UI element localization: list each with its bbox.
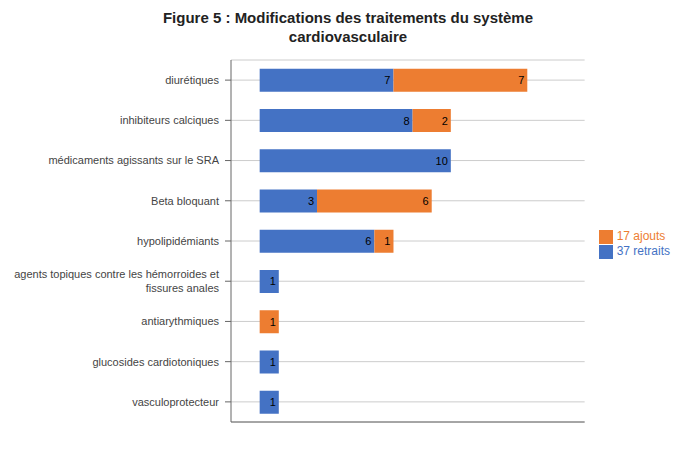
svg-text:3: 3 bbox=[308, 195, 314, 207]
svg-text:diurétiques: diurétiques bbox=[165, 74, 219, 86]
html-text:Figure 5 : Modifications des t: Figure 5 : Modifications des traitements… bbox=[163, 9, 533, 26]
svg-text:6: 6 bbox=[423, 195, 429, 207]
svg-text:vasculoprotecteur: vasculoprotecteur bbox=[132, 396, 219, 408]
svg-text:2: 2 bbox=[442, 115, 448, 127]
html-text:cardiovasculaire: cardiovasculaire bbox=[288, 28, 408, 45]
svg-text:inhibiteurs calciques: inhibiteurs calciques bbox=[120, 114, 220, 126]
svg-text:6: 6 bbox=[365, 235, 371, 247]
svg-text:1: 1 bbox=[384, 235, 390, 247]
svg-text:hypolipidémiants: hypolipidémiants bbox=[137, 235, 219, 247]
svg-text:7: 7 bbox=[384, 74, 390, 86]
svg-text:7: 7 bbox=[518, 74, 524, 86]
svg-text:médicaments agissants sur le S: médicaments agissants sur le SRA bbox=[48, 154, 219, 166]
html-text:17 ajouts: 17 ajouts bbox=[616, 229, 666, 244]
svg-text:agents topiques contre les hém: agents topiques contre les hémorroides e… bbox=[14, 268, 219, 293]
svg-text:1: 1 bbox=[270, 356, 276, 368]
svg-text:1: 1 bbox=[270, 316, 276, 328]
html-text:37 retraits: 37 retraits bbox=[616, 244, 670, 258]
svg-text:1: 1 bbox=[270, 275, 276, 287]
svg-text:1: 1 bbox=[270, 396, 276, 408]
svg-text:antiarythmiques: antiarythmiques bbox=[141, 315, 219, 327]
svg-text:glucosides cardiotoniques: glucosides cardiotoniques bbox=[92, 356, 219, 368]
svg-text:8: 8 bbox=[403, 115, 409, 127]
svg-text:Beta bloquant: Beta bloquant bbox=[151, 195, 219, 207]
svg-text:10: 10 bbox=[436, 155, 448, 167]
